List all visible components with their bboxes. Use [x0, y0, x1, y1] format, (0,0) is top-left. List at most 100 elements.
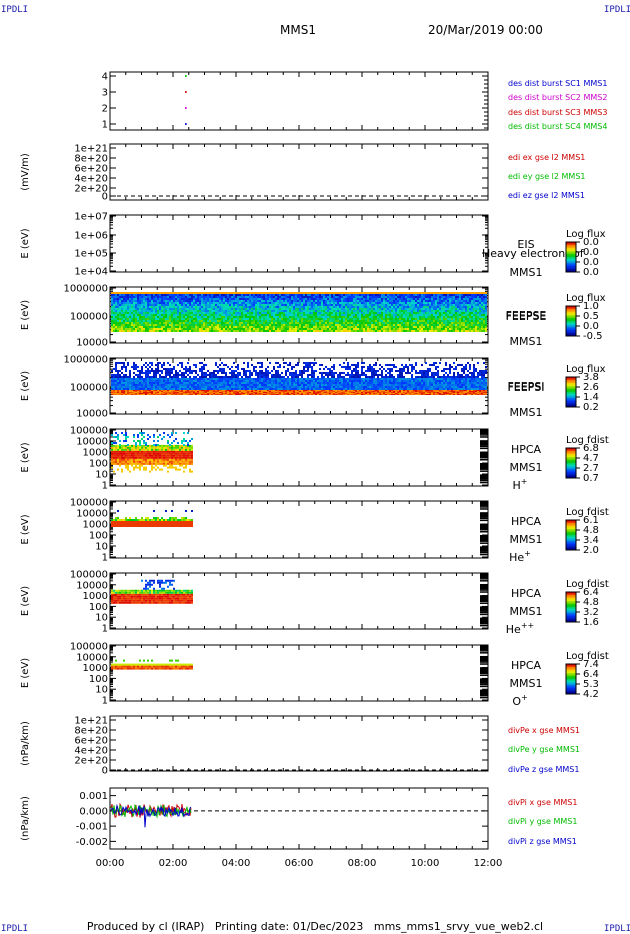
spectrogram-cell — [127, 298, 129, 300]
spectrogram-cell — [469, 324, 471, 326]
spectrogram-cell — [131, 322, 133, 324]
spectrogram-cell — [211, 328, 213, 330]
spectrogram-cell — [267, 320, 269, 322]
spectrogram-cell — [483, 304, 485, 306]
spectrogram-cell — [455, 326, 457, 328]
spectrogram-cell — [199, 304, 201, 306]
spectrogram-cell — [157, 298, 159, 300]
spectrogram-cell — [297, 308, 299, 310]
spectrogram-cell — [401, 304, 403, 306]
spectrogram-cell — [189, 324, 191, 326]
spectrogram-cell — [445, 324, 447, 326]
spectrogram-cell — [137, 384, 139, 386]
spectrogram-cell — [457, 294, 459, 296]
spectrogram-cell — [181, 386, 183, 388]
spectrogram-cell — [131, 380, 133, 382]
spectrogram-cell — [209, 304, 211, 306]
spectrogram-cell — [205, 326, 207, 328]
spectrogram-cell — [157, 366, 159, 368]
spectrogram-cell — [443, 318, 445, 320]
spectrogram-cell — [177, 386, 179, 388]
spectrogram-cell — [141, 324, 143, 326]
spectrogram-cell — [265, 310, 267, 312]
spectrogram-cell — [247, 326, 249, 328]
spectrogram-cell — [229, 324, 231, 326]
spectrogram-cell — [401, 298, 403, 300]
spectrogram-cell — [385, 330, 387, 332]
spectrogram-cell — [243, 328, 245, 330]
spectrogram-cell — [117, 393, 119, 394]
spectrogram-cell — [135, 318, 137, 320]
spectrogram-cell — [323, 314, 325, 316]
spectrogram-cell — [307, 314, 309, 316]
spectrogram-cell — [323, 324, 325, 326]
spectrogram-cell — [283, 308, 285, 310]
spectrogram-cell — [165, 388, 167, 390]
spectrogram-cell — [311, 318, 313, 320]
spectrogram-cell — [383, 314, 385, 316]
spectrogram-cell — [365, 292, 367, 294]
spectrogram-cell — [279, 298, 281, 300]
spectrogram-cell — [421, 314, 423, 316]
spectrogram-cell — [187, 368, 189, 370]
spectrogram-cell — [157, 378, 159, 380]
spectrogram-cell — [427, 298, 429, 300]
spectrogram-cell — [305, 322, 307, 324]
spectrogram-cell — [177, 380, 179, 382]
spectrogram-cell — [279, 314, 281, 316]
spectrogram-cell — [279, 306, 281, 308]
spectrogram-cell — [191, 298, 193, 300]
spectrogram-cell — [457, 310, 459, 312]
spectrogram-cell — [201, 318, 203, 320]
spectrogram-cell — [437, 304, 439, 306]
spectrogram-cell — [145, 388, 147, 390]
spectrogram-cell — [277, 298, 279, 300]
spectrogram-cell — [387, 294, 389, 296]
spectrogram-cell — [261, 312, 263, 314]
spectrogram-cell — [183, 328, 185, 330]
spectrogram-cell — [411, 292, 413, 294]
spectrogram-cell — [155, 310, 157, 312]
spectrogram-cell — [195, 316, 197, 318]
spectrogram-cell — [425, 304, 427, 306]
spectrogram-cell — [291, 328, 293, 330]
colorbar-swatch — [566, 263, 576, 265]
spectrogram-cell — [279, 308, 281, 310]
spectrogram-cell — [385, 296, 387, 298]
spectrogram-cell — [257, 298, 259, 300]
spectrogram-cell — [277, 318, 279, 320]
spectrogram-cell — [407, 300, 409, 302]
spectrogram-cell — [141, 376, 143, 378]
spectrogram-cell — [417, 308, 419, 310]
spectrogram-cell — [399, 330, 401, 332]
spectrogram-cell — [373, 314, 375, 316]
spectrogram-cell — [153, 390, 155, 391]
spectrogram-cell — [219, 326, 221, 328]
spectrogram-cell — [451, 322, 453, 324]
spectrogram-cell — [291, 292, 293, 294]
spectrogram-cell — [215, 306, 217, 308]
spectrogram-cell — [215, 324, 217, 326]
spectrogram-cell — [221, 316, 223, 318]
spectrogram-cell — [133, 328, 135, 330]
spectrogram-cell — [313, 306, 315, 308]
spectrogram-cell — [267, 318, 269, 320]
spectrogram-cell — [363, 306, 365, 308]
spectrogram-cell — [311, 326, 313, 328]
spectrogram-cell — [357, 316, 359, 318]
spectrogram-cell — [155, 304, 157, 306]
spectrogram-cell — [143, 308, 145, 310]
spectrogram-cell — [193, 393, 195, 394]
spectrogram-cell — [245, 314, 247, 316]
spectrogram-cell — [323, 320, 325, 322]
spectrogram-cell — [145, 318, 147, 320]
y-tick-label: 1e+06 — [74, 231, 108, 242]
spectrogram-cell — [137, 308, 139, 310]
spectrogram-cell — [461, 324, 463, 326]
spectrogram-cell — [257, 318, 259, 320]
spectrogram-cell — [231, 324, 233, 326]
spectrogram-cell — [467, 304, 469, 306]
spectrogram-cell — [391, 292, 393, 294]
spectrogram-cell — [389, 312, 391, 314]
